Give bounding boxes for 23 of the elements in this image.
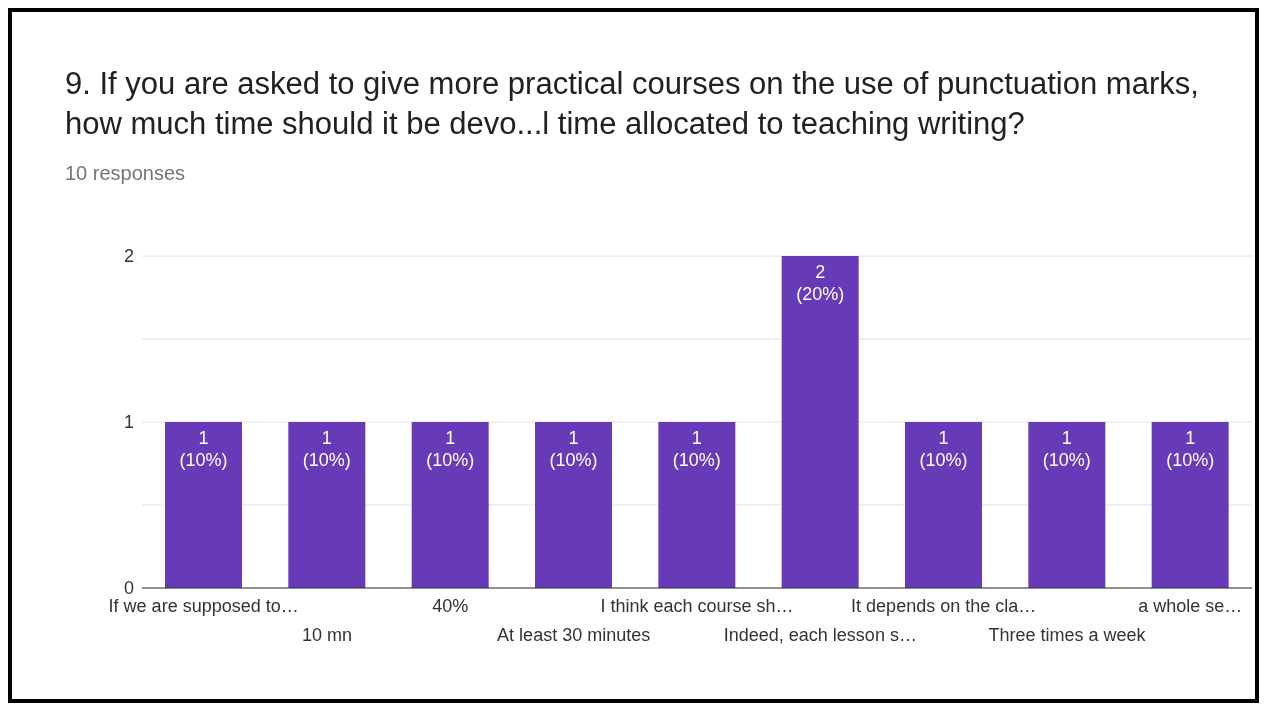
x-tick-label: 40% bbox=[432, 596, 469, 616]
data-label: 1 (10%) bbox=[549, 428, 598, 470]
data-label: 1 (10%) bbox=[426, 428, 475, 470]
chart-subtitle: 10 responses bbox=[65, 162, 186, 185]
data-label: 1 (10%) bbox=[919, 428, 968, 470]
x-tick-label: At least 30 minutes bbox=[497, 625, 651, 645]
x-tick-label: a whole se… bbox=[1138, 596, 1243, 616]
data-label: 1 (10%) bbox=[179, 428, 228, 470]
x-tick-label: I think each course sh… bbox=[600, 596, 794, 616]
chart-title: 9. If you are asked to give more practical courses on the use of punctuation marks, how much time should it be devo...l time allocated to teaching writing? bbox=[65, 65, 1200, 143]
y-tick-label: 2 bbox=[123, 246, 134, 267]
x-tick-label: It depends on the cla… bbox=[851, 596, 1037, 616]
y-tick-label: 0 bbox=[123, 578, 134, 599]
y-tick-label: 1 bbox=[123, 412, 134, 433]
x-tick-label: Indeed, each lesson s… bbox=[723, 625, 917, 645]
data-label: 1 (10%) bbox=[672, 428, 721, 470]
data-label: 1 (10%) bbox=[1042, 428, 1091, 470]
data-label: 2 (20%) bbox=[796, 262, 845, 304]
data-label: 1 (10%) bbox=[302, 428, 351, 470]
x-tick-label: If we are supposed to… bbox=[108, 596, 299, 616]
data-label: 1 (10%) bbox=[1166, 428, 1215, 470]
x-tick-label: Three times a week bbox=[988, 625, 1147, 645]
x-tick-label: 10 mn bbox=[301, 625, 353, 645]
